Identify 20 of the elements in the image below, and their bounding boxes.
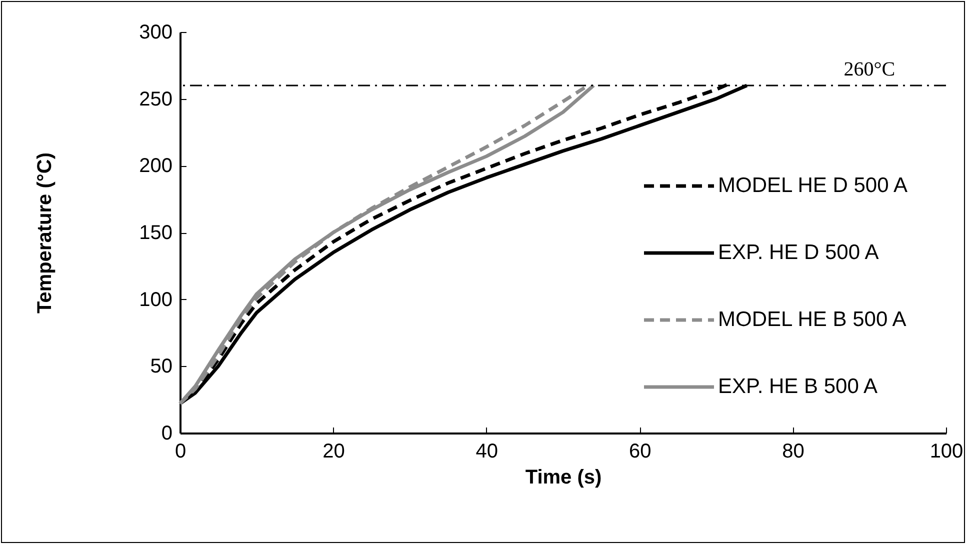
y-tick-label: 300 — [139, 22, 172, 44]
legend-label: EXP. HE B 500 A — [718, 375, 878, 398]
y-tick-label: 150 — [139, 222, 172, 244]
x-axis-title: Time (s) — [525, 466, 602, 488]
y-tick-label: 100 — [139, 288, 172, 311]
x-tick-label: 60 — [628, 440, 652, 462]
y-axis-title: Temperature (°C) — [34, 152, 56, 314]
x-tick-label: 100 — [930, 440, 964, 462]
y-tick-label: 250 — [139, 88, 172, 110]
ref-line-label: 260°C — [844, 58, 896, 80]
legend-label: MODEL HE B 500 A — [718, 308, 906, 331]
legend-label: EXP. HE D 500 A — [718, 241, 879, 264]
y-tick-label: 0 — [161, 422, 172, 444]
x-tick-label: 40 — [476, 440, 498, 462]
x-tick-label: 80 — [782, 440, 804, 462]
y-tick-label: 50 — [150, 356, 172, 378]
legend-label: MODEL HE D 500 A — [718, 174, 908, 197]
x-tick-label: 0 — [174, 440, 186, 462]
y-tick-label: 200 — [139, 155, 172, 178]
x-tick-label: 20 — [322, 440, 345, 462]
